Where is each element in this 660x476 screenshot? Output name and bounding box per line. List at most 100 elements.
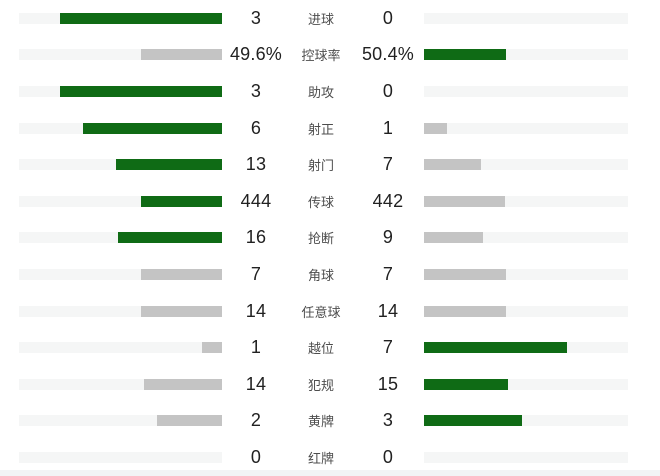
- away-bar-fill: [424, 232, 483, 244]
- stat-row-goals: 3 进球 0: [19, 0, 628, 37]
- away-bar-track: [424, 122, 628, 134]
- stat-label: 进球: [307, 11, 334, 27]
- away-bar-track: [424, 415, 628, 427]
- away-bar-track: [424, 342, 628, 354]
- home-value: 16: [245, 227, 267, 248]
- away-bar-track: [424, 305, 628, 317]
- home-bar-track: [19, 415, 222, 427]
- home-bar-fill: [157, 415, 222, 427]
- stat-row-tackles: 16 抢断 9: [19, 220, 628, 257]
- stat-label: 红牌: [307, 450, 334, 466]
- stat-row-possession: 49.6% 控球率 50.4%: [19, 37, 628, 74]
- away-bar-track: [424, 451, 628, 463]
- away-bar-track: [424, 49, 628, 61]
- home-value: 49.6%: [229, 44, 283, 65]
- away-value: 0: [382, 80, 394, 101]
- away-bar-fill: [424, 159, 482, 171]
- home-bar-track: [19, 451, 222, 463]
- away-bar-track: [424, 232, 628, 244]
- away-value: 9: [382, 227, 394, 248]
- away-bar-fill: [424, 415, 522, 427]
- stat-label: 越位: [307, 341, 334, 357]
- away-bar-track: [424, 12, 628, 24]
- stat-label: 控球率: [301, 48, 341, 64]
- stat-row-fouls: 14 犯规 15: [19, 366, 628, 403]
- away-value: 15: [377, 373, 399, 394]
- home-bar-track: [19, 49, 222, 61]
- away-bar-track: [424, 378, 628, 390]
- home-bar-fill: [140, 268, 222, 280]
- away-value: 50.4%: [361, 44, 415, 65]
- home-bar-fill: [59, 85, 222, 97]
- home-value: 3: [250, 7, 262, 28]
- home-value: 14: [245, 300, 267, 321]
- stat-row-passes: 444 传球 442: [19, 183, 628, 220]
- stat-label: 角球: [307, 267, 334, 283]
- away-value: 7: [382, 263, 394, 284]
- away-value: 7: [382, 337, 394, 358]
- home-bar-track: [19, 159, 222, 171]
- home-value: 0: [250, 446, 262, 467]
- stat-row-offsides: 1 越位 7: [19, 329, 628, 366]
- home-bar-track: [19, 342, 222, 354]
- home-bar-fill: [116, 159, 222, 171]
- home-value: 13: [245, 154, 267, 175]
- stat-label: 黄牌: [307, 414, 334, 430]
- home-bar-fill: [140, 195, 222, 207]
- away-value: 14: [377, 300, 399, 321]
- home-bar-fill: [201, 342, 222, 354]
- stat-row-shots: 13 射门 7: [19, 146, 628, 183]
- stat-label: 任意球: [301, 304, 341, 320]
- away-bar-track: [424, 195, 628, 207]
- stat-row-corners: 7 角球 7: [19, 256, 628, 293]
- home-bar-track: [19, 85, 222, 97]
- stat-label: 射正: [307, 121, 334, 137]
- stat-row-red-cards: 0 红牌 0: [19, 439, 628, 476]
- home-bar-track: [19, 268, 222, 280]
- home-bar-fill: [143, 378, 222, 390]
- away-bar-track: [424, 85, 628, 97]
- away-bar-track: [424, 268, 628, 280]
- away-value: 7: [382, 154, 394, 175]
- home-bar-track: [19, 305, 222, 317]
- home-bar-track: [19, 378, 222, 390]
- stat-row-shots-on-target: 6 射正 1: [19, 110, 628, 147]
- home-bar-fill: [59, 12, 222, 24]
- home-value: 444: [240, 190, 272, 211]
- away-value: 1: [382, 117, 394, 138]
- stat-label: 射门: [307, 158, 334, 174]
- away-bar-fill: [424, 378, 509, 390]
- home-value: 7: [250, 263, 262, 284]
- stat-row-yellow-cards: 2 黄牌 3: [19, 403, 628, 440]
- home-bar-fill: [118, 232, 222, 244]
- stat-label: 传球: [307, 194, 334, 210]
- home-value: 6: [250, 117, 262, 138]
- away-bar-track: [424, 159, 628, 171]
- home-bar-track: [19, 195, 222, 207]
- away-bar-fill: [424, 305, 506, 317]
- stat-row-assists: 3 助攻 0: [19, 73, 628, 110]
- away-bar-fill: [424, 122, 448, 134]
- stat-label: 助攻: [307, 84, 334, 100]
- home-bar-fill: [82, 122, 222, 134]
- home-value: 1: [250, 337, 262, 358]
- home-value: 14: [245, 373, 267, 394]
- home-value: 3: [250, 80, 262, 101]
- home-bar-track: [19, 122, 222, 134]
- home-bar-track: [19, 12, 222, 24]
- away-value: 0: [382, 7, 394, 28]
- home-bar-track: [19, 232, 222, 244]
- away-bar-fill: [424, 268, 506, 280]
- away-value: 0: [382, 446, 394, 467]
- away-value: 442: [372, 190, 404, 211]
- home-bar-fill: [140, 305, 222, 317]
- next-section-edge: [0, 470, 660, 476]
- away-value: 3: [382, 410, 394, 431]
- stat-label: 犯规: [307, 377, 334, 393]
- away-bar-fill: [424, 342, 567, 354]
- stat-row-free-kicks: 14 任意球 14: [19, 293, 628, 330]
- away-bar-fill: [424, 49, 507, 61]
- home-value: 2: [250, 410, 262, 431]
